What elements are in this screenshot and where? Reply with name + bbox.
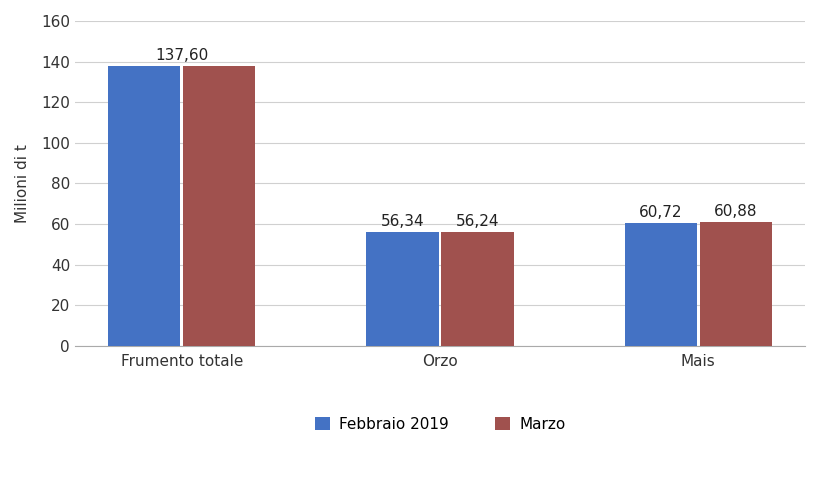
Text: 60,88: 60,88 <box>713 204 757 219</box>
Text: 60,72: 60,72 <box>638 205 681 220</box>
Bar <box>183 67 255 346</box>
Bar <box>366 231 438 346</box>
Text: 56,34: 56,34 <box>380 213 424 228</box>
Bar <box>699 223 771 346</box>
Bar <box>441 232 513 346</box>
Legend: Febbraio 2019, Marzo: Febbraio 2019, Marzo <box>306 409 572 439</box>
Text: 137,60: 137,60 <box>155 48 208 63</box>
Y-axis label: Milioni di t: Milioni di t <box>15 144 30 223</box>
Bar <box>624 223 696 346</box>
Text: 56,24: 56,24 <box>455 214 499 229</box>
Bar <box>108 67 180 346</box>
